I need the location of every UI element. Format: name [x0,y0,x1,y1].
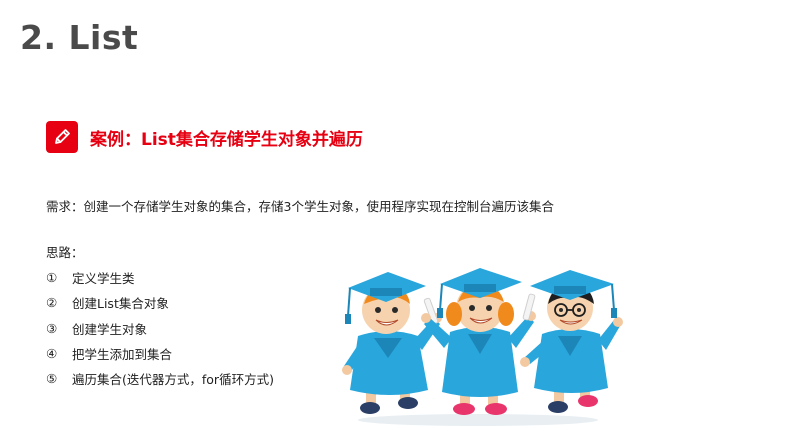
step-text: 把学生添加到集合 [72,347,173,363]
step-text: 创建List集合对象 [72,296,169,312]
requirement-text: 需求：创建一个存储学生对象的集合，存储3个学生对象，使用程序实现在控制台遍历该集… [46,199,554,214]
case-heading: 案例：List集合存储学生对象并遍历 [46,120,363,154]
graduate-left [342,272,442,414]
step-number: ② [46,295,58,311]
step-number: ⑤ [46,371,58,387]
step-item: ① 定义学生类 [46,265,274,290]
slide-title: 2. List [20,18,139,57]
step-number: ③ [46,320,58,336]
case-title: 案例：List集合存储学生对象并遍历 [90,129,363,150]
step-number: ④ [46,346,58,362]
graduate-right [520,270,623,413]
step-item: ⑤ 遍历集合(迭代器方式，for循环方式) [46,366,274,391]
step-text: 定义学生类 [72,271,135,287]
approach-label: 思路： [46,245,84,260]
approach-steps: ① 定义学生类 ② 创建List集合对象 ③ 创建学生对象 ④ 把学生添加到集合… [46,265,274,391]
graduate-middle [421,268,536,415]
pencil-icon [46,121,78,153]
step-number: ① [46,270,58,286]
step-text: 遍历集合(迭代器方式，for循环方式) [72,372,274,388]
step-text: 创建学生对象 [72,321,148,337]
step-item: ③ 创建学生对象 [46,316,274,341]
step-item: ② 创建List集合对象 [46,290,274,315]
graduates-illustration [342,268,623,426]
step-item: ④ 把学生添加到集合 [46,341,274,366]
